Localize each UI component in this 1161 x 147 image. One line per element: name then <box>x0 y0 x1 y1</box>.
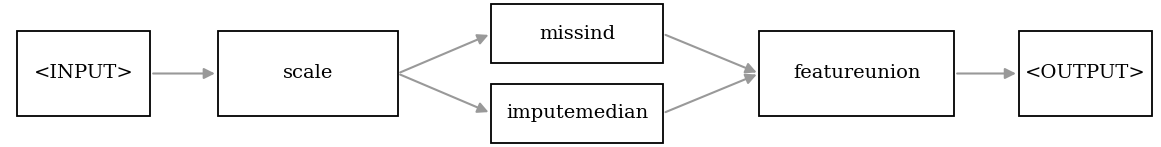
FancyBboxPatch shape <box>1019 31 1152 116</box>
Text: <OUTPUT>: <OUTPUT> <box>1025 65 1146 82</box>
FancyBboxPatch shape <box>759 31 954 116</box>
FancyBboxPatch shape <box>491 84 663 143</box>
Text: scale: scale <box>282 65 333 82</box>
Text: missind: missind <box>539 25 615 43</box>
FancyBboxPatch shape <box>491 4 663 63</box>
Text: imputemedian: imputemedian <box>506 104 648 122</box>
Text: <INPUT>: <INPUT> <box>34 65 134 82</box>
FancyBboxPatch shape <box>16 31 151 116</box>
FancyBboxPatch shape <box>218 31 397 116</box>
Text: featureunion: featureunion <box>793 65 921 82</box>
